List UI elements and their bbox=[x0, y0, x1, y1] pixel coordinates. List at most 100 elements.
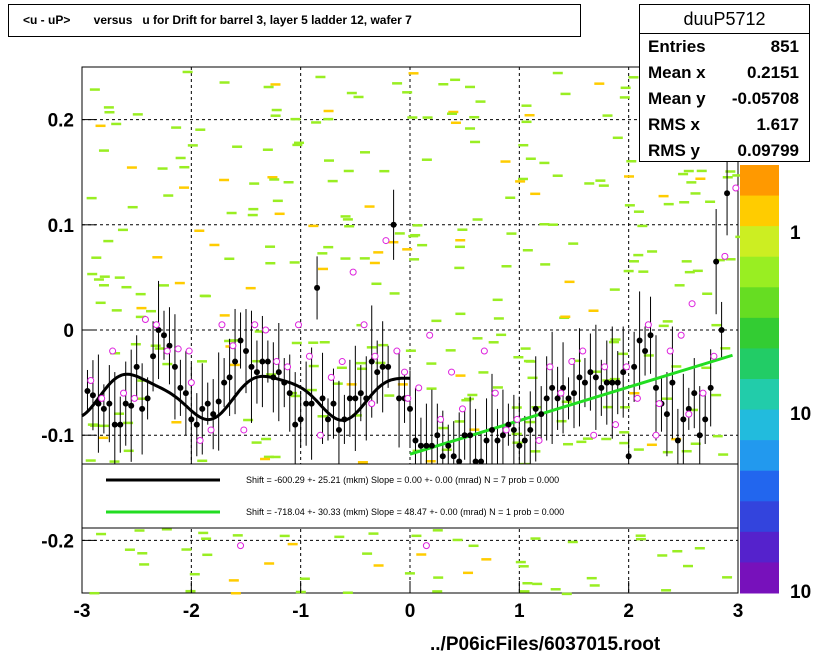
data-point-pink bbox=[284, 363, 292, 371]
heatmap-cell bbox=[389, 292, 400, 295]
heatmap-cell bbox=[511, 432, 522, 436]
data-point-black bbox=[330, 400, 337, 407]
heatmap-cell bbox=[561, 400, 572, 403]
data-point-pink bbox=[612, 421, 620, 429]
heatmap-cell bbox=[294, 141, 305, 145]
data-point-black bbox=[718, 327, 725, 333]
heatmap-cell bbox=[111, 122, 122, 126]
heatmap-cell bbox=[500, 160, 511, 163]
heatmap-cell bbox=[518, 565, 529, 568]
data-point-black bbox=[412, 437, 419, 444]
heatmap-cell bbox=[567, 540, 578, 544]
heatmap-cell bbox=[315, 75, 326, 79]
heatmap-cell bbox=[694, 546, 705, 550]
heatmap-cell bbox=[722, 576, 733, 579]
heatmap-cell bbox=[405, 349, 416, 352]
data-point-pink bbox=[688, 300, 696, 308]
data-point-black bbox=[434, 432, 441, 439]
heatmap-cell bbox=[154, 347, 165, 350]
data-point-pink bbox=[349, 268, 357, 276]
data-point-pink bbox=[622, 363, 630, 371]
heatmap-cell bbox=[552, 71, 563, 75]
heatmap-cell bbox=[624, 175, 635, 178]
heatmap-cell bbox=[407, 116, 418, 119]
heatmap-cell bbox=[175, 156, 186, 160]
heatmap-cell bbox=[520, 347, 531, 350]
data-point-pink bbox=[196, 436, 204, 444]
heatmap-cell bbox=[404, 572, 415, 575]
heatmap-cell bbox=[98, 284, 109, 287]
heatmap-cell bbox=[362, 552, 373, 555]
data-point-pink bbox=[557, 389, 565, 397]
heatmap-cell bbox=[633, 253, 644, 257]
heatmap-cell bbox=[620, 406, 631, 409]
heatmap-cell bbox=[576, 440, 587, 444]
data-point-pink bbox=[218, 321, 226, 329]
data-point-pink bbox=[699, 389, 707, 397]
data-point-black bbox=[84, 388, 91, 395]
heatmap-cell bbox=[85, 459, 96, 462]
data-point-pink bbox=[185, 347, 193, 355]
data-point-black bbox=[374, 369, 381, 376]
data-point-black bbox=[581, 379, 588, 386]
data-point-black bbox=[620, 369, 627, 376]
x-tick-label: 0 bbox=[405, 601, 416, 622]
data-point-black bbox=[461, 432, 468, 439]
data-point-pink bbox=[401, 368, 409, 376]
data-point-pink bbox=[535, 436, 543, 444]
data-point-black bbox=[368, 358, 375, 365]
data-point-black bbox=[111, 421, 118, 428]
data-point-pink bbox=[382, 237, 390, 245]
heatmap-cell bbox=[472, 218, 483, 221]
heatmap-cell bbox=[432, 529, 443, 532]
heatmap-cell bbox=[402, 91, 413, 94]
data-point-pink bbox=[316, 431, 324, 439]
heatmap-cell bbox=[461, 398, 472, 402]
stats-row-mean-x: Mean x 0.2151 bbox=[640, 60, 809, 86]
data-point-black bbox=[516, 442, 523, 449]
heatmap-cell bbox=[594, 82, 605, 85]
heatmap-cell bbox=[98, 149, 109, 152]
data-point-black bbox=[161, 332, 167, 339]
heatmap-cell bbox=[633, 448, 644, 451]
data-point-pink bbox=[513, 415, 521, 423]
data-point-black bbox=[724, 190, 731, 197]
data-point-black bbox=[467, 432, 474, 439]
data-point-black bbox=[390, 221, 397, 228]
heatmap-cell bbox=[519, 590, 530, 593]
data-point-pink bbox=[422, 542, 430, 550]
data-point-black bbox=[155, 327, 162, 333]
heatmap-cell bbox=[318, 267, 329, 271]
heatmap-cell bbox=[589, 584, 600, 587]
data-point-pink bbox=[327, 373, 335, 381]
data-point-black bbox=[281, 379, 288, 386]
x-tick-label: 3 bbox=[733, 601, 744, 622]
heatmap-cell bbox=[431, 319, 442, 323]
heatmap-cell bbox=[517, 177, 528, 181]
heatmap-cell bbox=[452, 538, 463, 542]
heatmap-cell bbox=[539, 223, 550, 226]
data-point-black bbox=[571, 390, 577, 397]
heatmap-cell bbox=[121, 285, 132, 289]
data-point-pink bbox=[87, 376, 95, 384]
heatmap-cell bbox=[718, 453, 729, 456]
heatmap-cell bbox=[455, 374, 466, 377]
data-point-black bbox=[182, 390, 189, 397]
heatmap-cell bbox=[584, 182, 595, 185]
heatmap-cell bbox=[658, 194, 669, 198]
heatmap-cell bbox=[513, 355, 524, 359]
heatmap-cell bbox=[637, 224, 648, 228]
heatmap-cell bbox=[269, 178, 280, 181]
data-point-black bbox=[609, 379, 616, 386]
heatmap-cell bbox=[182, 70, 193, 74]
color-palette: 1 10 10 bbox=[740, 165, 811, 603]
data-point-pink bbox=[652, 431, 660, 439]
heatmap-cell bbox=[254, 330, 265, 333]
heatmap-cell bbox=[684, 270, 695, 274]
heatmap-cell bbox=[104, 110, 115, 114]
data-point-black bbox=[396, 395, 403, 402]
data-point-black bbox=[171, 363, 178, 370]
heatmap-cell bbox=[287, 542, 298, 546]
palette-band bbox=[740, 195, 779, 227]
heatmap-cell bbox=[711, 393, 722, 397]
